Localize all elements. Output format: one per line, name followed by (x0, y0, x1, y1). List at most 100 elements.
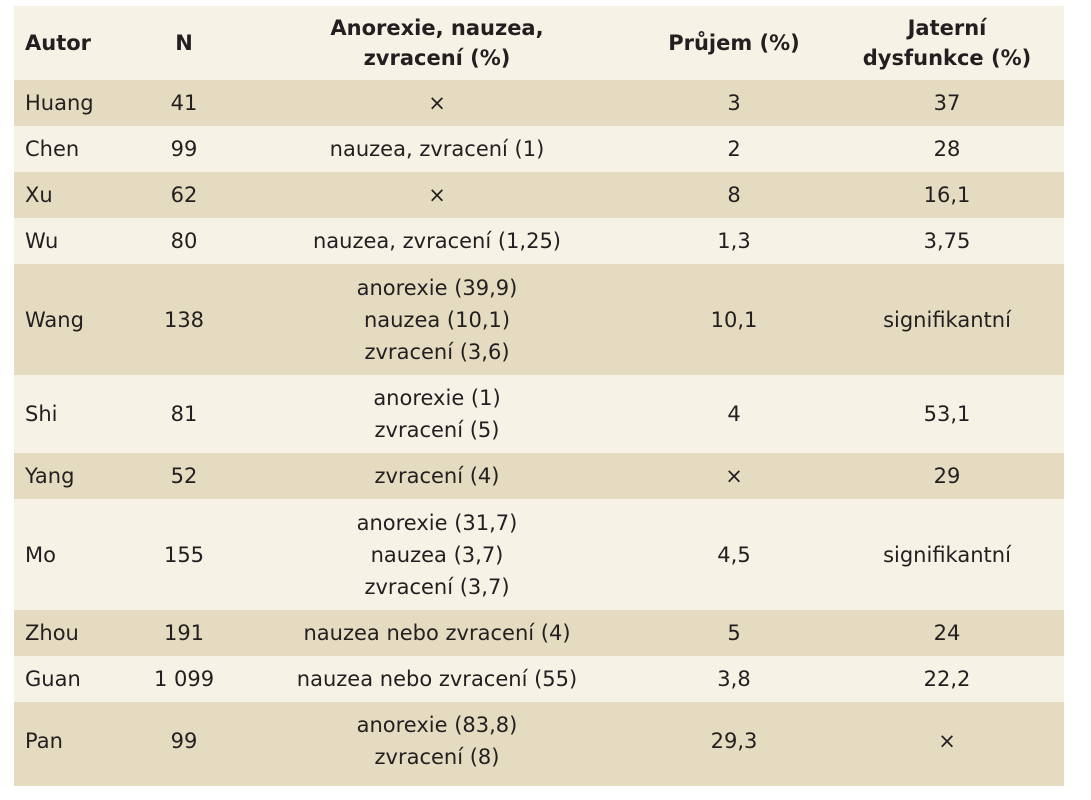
cell-anorexie-nauzea-zvraceni: nauzea, zvracení (1,25) (236, 218, 638, 264)
cell-prujem: 10,1 (710, 307, 758, 332)
cell-line: nauzea, zvracení (1) (329, 137, 545, 161)
cell-line: nauzea nebo zvracení (4) (303, 621, 571, 645)
cell-prujem: 5 (727, 621, 741, 645)
table-row: Huang 41 × 3 37 (14, 80, 1064, 126)
cell-autor: Yang (25, 464, 75, 488)
header-line: Anorexie, nauzea, (330, 16, 544, 40)
cell-line: nauzea, zvracení (1,25) (312, 229, 562, 253)
cell-n: 81 (170, 402, 198, 426)
cell-jaterni-dysfunkce: 22,2 (923, 667, 971, 691)
cell-jaterni-dysfunkce: signifikantní (883, 542, 1011, 567)
cell-line: zvracení (4) (374, 464, 500, 488)
cell-line: anorexie (31,7) (356, 510, 518, 535)
cell-line: zvracení (3,7) (364, 574, 510, 599)
cell-line: zvracení (8) (374, 745, 500, 769)
cell-autor: Chen (25, 137, 80, 161)
cell-prujem: 2 (727, 137, 741, 161)
cell-n: 191 (163, 621, 205, 645)
header-line: Autor (25, 31, 92, 55)
cell-line: × (428, 91, 446, 115)
cell-prujem: 8 (727, 183, 741, 207)
cell-n: 138 (163, 307, 205, 332)
cell-line: zvracení (5) (374, 418, 500, 442)
cell-jaterni-dysfunkce: 53,1 (923, 402, 971, 426)
cell-prujem: × (725, 464, 743, 488)
table-row: Yang 52 zvracení (4) × 29 (14, 453, 1064, 499)
cell-line: anorexie (1) (373, 386, 501, 410)
cell-line: zvracení (3,6) (364, 339, 510, 364)
cell-jaterni-dysfunkce: 37 (933, 91, 961, 115)
header-line: dysfunkce (%) (862, 46, 1032, 70)
cell-n: 52 (170, 464, 198, 488)
adverse-effects-table-container: Autor N Anorexie, nauzea, zvracení (%) Průje… (14, 6, 1064, 786)
header-line: N (175, 31, 193, 55)
table-row: Shi 81 anorexie (1) zvracení (5) 4 53,1 (14, 375, 1064, 453)
cell-line: anorexie (39,9) (356, 275, 518, 300)
cell-line: nauzea nebo zvracení (55) (296, 667, 578, 691)
header-prujem: Průjem (%) (638, 6, 830, 80)
cell-autor: Xu (25, 183, 53, 207)
cell-autor: Pan (25, 729, 63, 753)
cell-anorexie-nauzea-zvraceni: × (236, 80, 638, 126)
cell-prujem: 1,3 (717, 229, 751, 253)
cell-prujem: 3 (727, 91, 741, 115)
cell-autor: Zhou (25, 621, 79, 645)
cell-anorexie-nauzea-zvraceni: anorexie (83,8) zvracení (8) (236, 702, 638, 780)
header-line: Průjem (%) (668, 31, 800, 55)
cell-autor: Mo (25, 542, 56, 567)
cell-autor: Shi (25, 402, 58, 426)
table-bottom-strip (14, 780, 1064, 786)
table-row: Chen 99 nauzea, zvracení (1) 2 28 (14, 126, 1064, 172)
cell-prujem: 4,5 (717, 542, 751, 567)
header-n: N (132, 6, 236, 80)
cell-anorexie-nauzea-zvraceni: nauzea, zvracení (1) (236, 126, 638, 172)
cell-line: × (428, 183, 446, 207)
adverse-effects-table: Autor N Anorexie, nauzea, zvracení (%) Průje… (14, 6, 1064, 780)
cell-line: nauzea (3,7) (370, 542, 504, 567)
cell-jaterni-dysfunkce: 3,75 (923, 229, 971, 253)
table-row: Pan 99 anorexie (83,8) zvracení (8) 29,3 × (14, 702, 1064, 780)
table-row: Xu 62 × 8 16,1 (14, 172, 1064, 218)
cell-jaterni-dysfunkce: 16,1 (923, 183, 971, 207)
cell-n: 155 (163, 542, 205, 567)
cell-autor: Huang (25, 91, 94, 115)
cell-anorexie-nauzea-zvraceni: anorexie (31,7) nauzea (3,7) zvracení (3,7… (236, 499, 638, 610)
header-line: Jaterní (907, 16, 987, 40)
cell-n: 99 (170, 137, 198, 161)
table-body: Huang 41 × 3 37 Chen 99 nauzea, zvracení (1) 2 28… (14, 80, 1064, 780)
table-row: Zhou 191 nauzea nebo zvracení (4) 5 24 (14, 610, 1064, 656)
cell-n: 41 (170, 91, 198, 115)
cell-autor: Wu (25, 229, 59, 253)
header-line: zvracení (%) (363, 46, 511, 70)
cell-prujem: 4 (727, 402, 741, 426)
cell-jaterni-dysfunkce: × (938, 729, 956, 753)
cell-n: 99 (170, 729, 198, 753)
table-row: Guan 1 099 nauzea nebo zvracení (55) 3,8 22,… (14, 656, 1064, 702)
cell-anorexie-nauzea-zvraceni: zvracení (4) (236, 453, 638, 499)
cell-line: nauzea (10,1) (363, 307, 511, 332)
cell-jaterni-dysfunkce: 29 (933, 464, 961, 488)
cell-jaterni-dysfunkce: 28 (933, 137, 961, 161)
cell-n: 80 (170, 229, 198, 253)
table-row: Wang 138 anorexie (39,9) nauzea (10,1) zvrac… (14, 264, 1064, 375)
cell-prujem: 3,8 (717, 667, 751, 691)
cell-anorexie-nauzea-zvraceni: anorexie (39,9) nauzea (10,1) zvracení (3,… (236, 264, 638, 375)
cell-prujem: 29,3 (710, 729, 758, 753)
header-autor: Autor (14, 6, 132, 80)
cell-autor: Wang (25, 307, 84, 332)
table-row: Mo 155 anorexie (31,7) nauzea (3,7) zvracení… (14, 499, 1064, 610)
table-row: Wu 80 nauzea, zvracení (1,25) 1,3 3,75 (14, 218, 1064, 264)
cell-anorexie-nauzea-zvraceni: nauzea nebo zvracení (55) (236, 656, 638, 702)
cell-n: 62 (170, 183, 198, 207)
cell-n: 1 099 (153, 667, 215, 691)
cell-line: anorexie (83,8) (356, 713, 518, 737)
cell-autor: Guan (25, 667, 81, 691)
header-anorexie-nauzea-zvraceni: Anorexie, nauzea, zvracení (%) (236, 6, 638, 80)
cell-jaterni-dysfunkce: signifikantní (883, 307, 1011, 332)
cell-anorexie-nauzea-zvraceni: × (236, 172, 638, 218)
header-jaterni-dysfunkce: Jaterní dysfunkce (%) (830, 6, 1064, 80)
cell-anorexie-nauzea-zvraceni: anorexie (1) zvracení (5) (236, 375, 638, 453)
cell-jaterni-dysfunkce: 24 (933, 621, 961, 645)
cell-anorexie-nauzea-zvraceni: nauzea nebo zvracení (4) (236, 610, 638, 656)
header-row: Autor N Anorexie, nauzea, zvracení (%) Průje… (14, 6, 1064, 80)
